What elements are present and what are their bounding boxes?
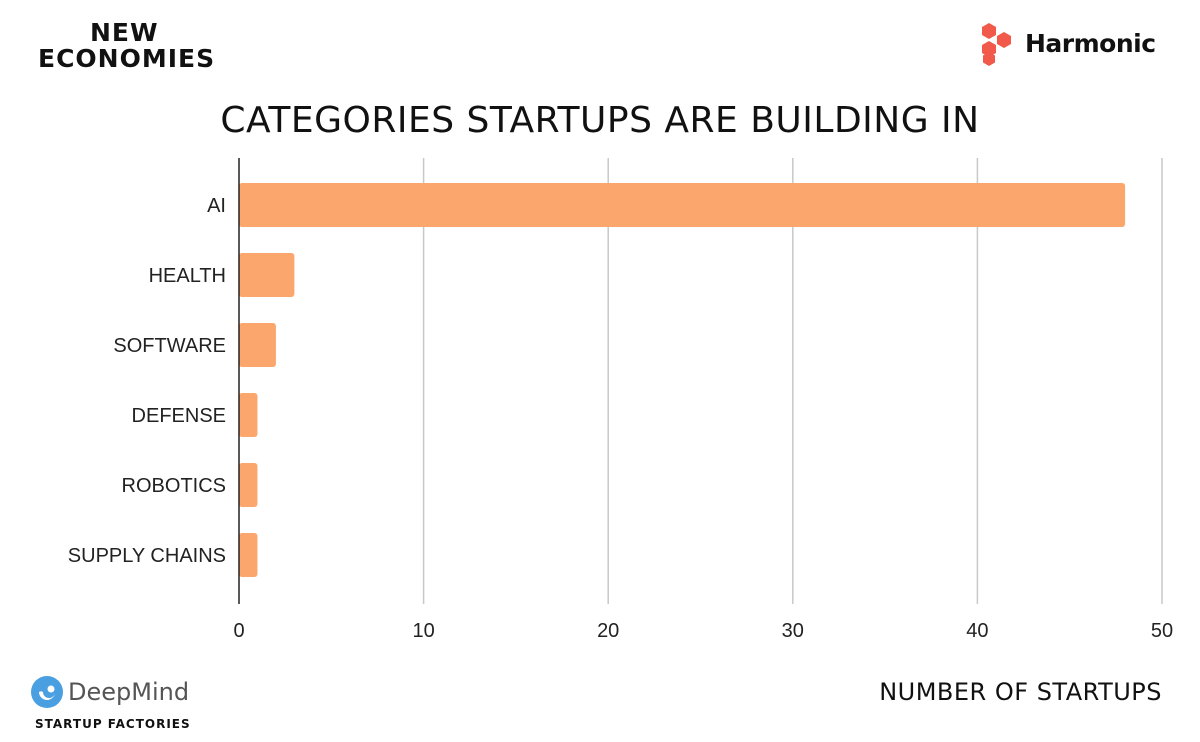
category-label: DEFENSE	[132, 405, 226, 427]
x-tick-label: 10	[412, 620, 434, 642]
category-label: SUPPLY CHAINS	[68, 545, 226, 567]
deepmind-logo: DeepMind STARTUP FACTORIES	[30, 675, 190, 731]
bar-health	[239, 253, 295, 297]
category-label: SOFTWARE	[113, 335, 226, 357]
category-label: ROBOTICS	[122, 475, 226, 497]
bar-ai	[239, 183, 1126, 227]
category-labels: AI HEALTH SOFTWARE DEFENSE ROBOTICS SUPPLY CH…	[68, 195, 226, 567]
bar-software	[239, 323, 276, 367]
bar-supply-chains	[239, 533, 258, 577]
category-label: AI	[207, 195, 226, 217]
chart-title: CATEGORIES STARTUPS ARE BUILDING IN	[220, 100, 980, 141]
harmonic-hexagon-icon	[982, 23, 1011, 66]
x-axis-title: NUMBER OF STARTUPS	[879, 678, 1162, 706]
x-tick-label: 50	[1151, 620, 1173, 642]
bar-robotics	[239, 463, 258, 507]
x-tick-label: 40	[966, 620, 988, 642]
category-label: HEALTH	[149, 265, 226, 287]
bar-defense	[239, 393, 258, 437]
deepmind-icon	[31, 676, 63, 708]
x-tick-label: 20	[597, 620, 619, 642]
harmonic-name: Harmonic	[1025, 29, 1156, 58]
x-tick-labels: 0 10 20 30 40 50	[233, 620, 1173, 642]
harmonic-logo: Harmonic	[978, 20, 1168, 68]
logo-line-2: ECONOMIES	[38, 44, 216, 73]
bars	[239, 183, 1126, 577]
logo-line-1: NEW	[90, 18, 159, 47]
gridlines	[422, 158, 1163, 604]
deepmind-name: DeepMind	[68, 678, 190, 706]
x-tick-label: 0	[233, 620, 244, 642]
x-tick-label: 30	[782, 620, 804, 642]
new-economies-logo: NEW ECONOMIES	[38, 20, 215, 72]
deepmind-subtitle: STARTUP FACTORIES	[35, 717, 191, 731]
